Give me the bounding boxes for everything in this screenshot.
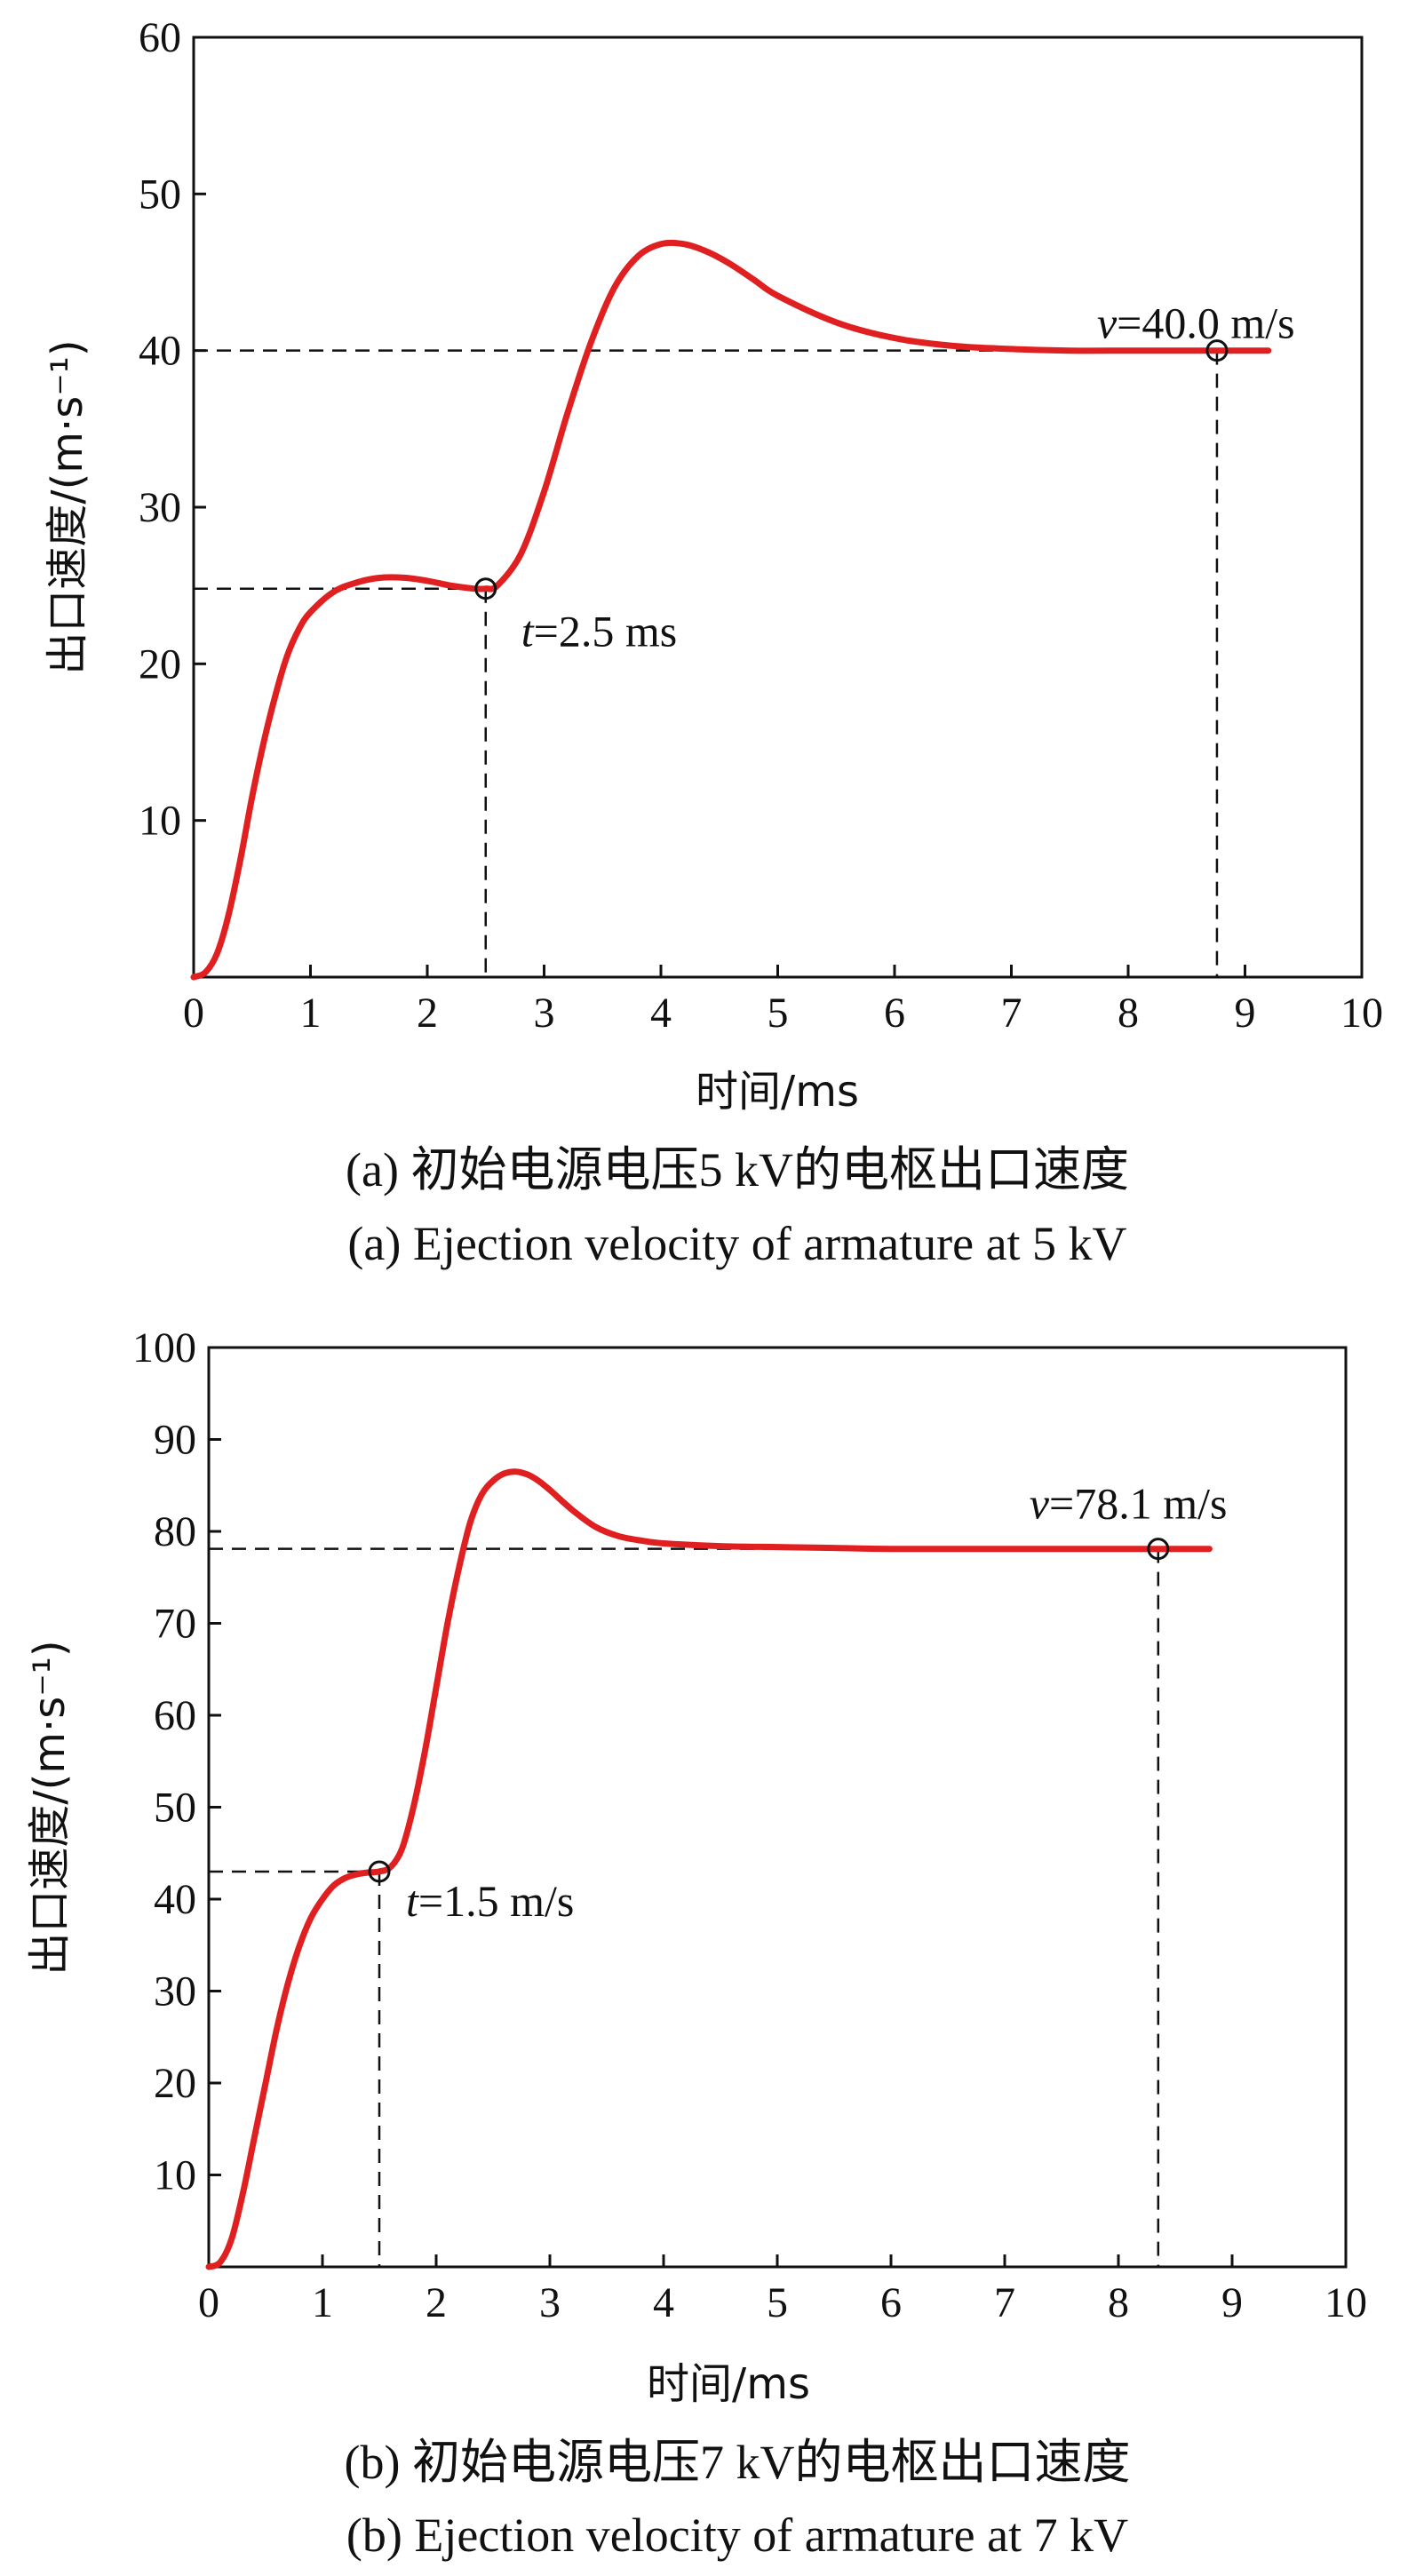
chart-a-markers: t=2.5 ms v=40.0 m/s xyxy=(474,298,1295,656)
chart-b-y-tick-label: 10 xyxy=(154,2152,196,2199)
chart-a-x-tick-label: 7 xyxy=(1001,990,1022,1037)
chart-a-x-axis-label: 时间/ms xyxy=(696,1067,859,1117)
chart-b-x-axis-label: 时间/ms xyxy=(647,2359,810,2409)
chart-a-x-tick-label: 2 xyxy=(417,990,438,1037)
chart-a-y-tick-label: 20 xyxy=(139,640,181,688)
chart-b-y-tick-label: 40 xyxy=(154,1876,196,1923)
chart-a-x-tick-label: 4 xyxy=(650,990,672,1037)
chart-b-marker-label: v=78.1 m/s xyxy=(1030,1479,1228,1529)
chart-b-x-tick-label: 3 xyxy=(539,2279,561,2326)
chart-b-x-tick-label: 4 xyxy=(653,2279,674,2326)
chart-b-marker-point xyxy=(1147,1538,1170,1561)
chart-a-caption-en: (a) Ejection velocity of armature at 5 k… xyxy=(347,1217,1126,1270)
chart-a-y-axis-label: 出口速度/(m·s⁻¹) xyxy=(43,339,92,674)
chart-a-x-tick-label: 6 xyxy=(884,990,905,1037)
chart-b-x-ticks: 0 1 2 3 4 5 6 7 8 9 10 xyxy=(198,2254,1367,2326)
chart-b-marker-label-var: v xyxy=(1030,1479,1050,1529)
chart-a-marker-point xyxy=(474,577,497,600)
chart-b-marker-point xyxy=(368,1860,391,1883)
chart-a: 0 1 2 3 4 5 6 7 8 9 10 10 20 30 40 50 60 t=2.5 ms v=40.0… xyxy=(43,14,1383,1270)
chart-b-marker-label: t=1.5 m/s xyxy=(406,1876,574,1926)
chart-a-y-tick-label: 50 xyxy=(139,171,181,218)
chart-a-y-tick-label: 10 xyxy=(139,798,181,845)
chart-a-x-tick-label: 0 xyxy=(183,990,204,1037)
chart-a-y-tick-label: 30 xyxy=(139,484,181,531)
chart-b-marker-label-value: =1.5 m/s xyxy=(418,1876,574,1926)
chart-b-caption-en: (b) Ejection velocity of armature at 7 k… xyxy=(346,2508,1128,2562)
chart-b-x-tick-label: 7 xyxy=(994,2279,1015,2326)
chart-b-marker-label-value: =78.1 m/s xyxy=(1049,1479,1227,1529)
chart-b-x-tick-label: 8 xyxy=(1108,2279,1129,2326)
chart-b-x-tick-label: 2 xyxy=(426,2279,447,2326)
chart-b: 0 1 2 3 4 5 6 7 8 9 10 10 20 30 40 50 60 70 80 90 100 t=1.5… xyxy=(25,1324,1367,2562)
chart-b-x-tick-label: 1 xyxy=(312,2279,333,2326)
chart-b-y-tick-label: 80 xyxy=(154,1508,196,1555)
chart-b-y-axis-label: 出口速度/(m·s⁻¹) xyxy=(25,1640,75,1975)
chart-a-marker-label-var: t xyxy=(521,607,535,656)
chart-b-y-tick-label: 20 xyxy=(154,2060,196,2107)
chart-a-marker-label: v=40.0 m/s xyxy=(1097,298,1295,348)
chart-b-y-tick-label: 60 xyxy=(154,1692,196,1739)
chart-a-guide-lines xyxy=(194,349,1219,977)
chart-b-x-tick-label: 9 xyxy=(1221,2279,1243,2326)
chart-b-markers: t=1.5 m/s v=78.1 m/s xyxy=(368,1479,1228,1926)
chart-a-marker-label-value: =40.0 m/s xyxy=(1117,298,1294,348)
chart-a-x-tick-label: 10 xyxy=(1340,990,1383,1037)
chart-a-x-tick-label: 5 xyxy=(768,990,789,1037)
chart-a-marker-label-var: v xyxy=(1097,298,1118,348)
chart-b-series-line xyxy=(205,1468,1213,2270)
chart-b-y-tick-label: 90 xyxy=(154,1417,196,1464)
chart-b-y-tick-label: 50 xyxy=(154,1785,196,1832)
chart-b-y-tick-label: 30 xyxy=(154,1968,196,2015)
chart-a-marker-label-value: =2.5 ms xyxy=(534,607,678,656)
chart-b-x-tick-label: 10 xyxy=(1324,2279,1367,2326)
chart-a-series-line xyxy=(190,239,1272,981)
chart-b-caption-cn: (b) 初始电源电压7 kV的电枢出口速度 xyxy=(345,2436,1131,2489)
chart-b-y-tick-label: 100 xyxy=(132,1324,196,1371)
chart-a-y-tick-label: 40 xyxy=(139,328,181,375)
chart-a-x-tick-label: 3 xyxy=(534,990,555,1037)
chart-a-plot-frame xyxy=(192,36,1364,979)
chart-b-x-tick-label: 6 xyxy=(880,2279,902,2326)
chart-a-x-tick-label: 9 xyxy=(1235,990,1256,1037)
chart-a-caption-cn: (a) 初始电源电压5 kV的电枢出口速度 xyxy=(346,1143,1129,1197)
chart-a-marker-point xyxy=(1205,339,1229,362)
chart-b-guide-lines xyxy=(209,1547,1160,2267)
chart-a-y-ticks: 10 20 30 40 50 60 xyxy=(139,14,206,845)
chart-b-x-tick-label: 5 xyxy=(767,2279,788,2326)
chart-a-x-ticks: 0 1 2 3 4 5 6 7 8 9 10 xyxy=(183,965,1383,1037)
chart-a-x-tick-label: 1 xyxy=(300,990,322,1037)
chart-b-y-ticks: 10 20 30 40 50 60 70 80 90 100 xyxy=(132,1324,221,2199)
chart-a-x-tick-label: 8 xyxy=(1118,990,1139,1037)
chart-b-x-tick-label: 0 xyxy=(198,2279,219,2326)
chart-a-marker-label: t=2.5 ms xyxy=(521,607,677,656)
chart-b-y-tick-label: 70 xyxy=(154,1601,196,1648)
chart-b-marker-label-var: t xyxy=(406,1876,419,1926)
chart-a-y-tick-label: 60 xyxy=(139,14,181,61)
